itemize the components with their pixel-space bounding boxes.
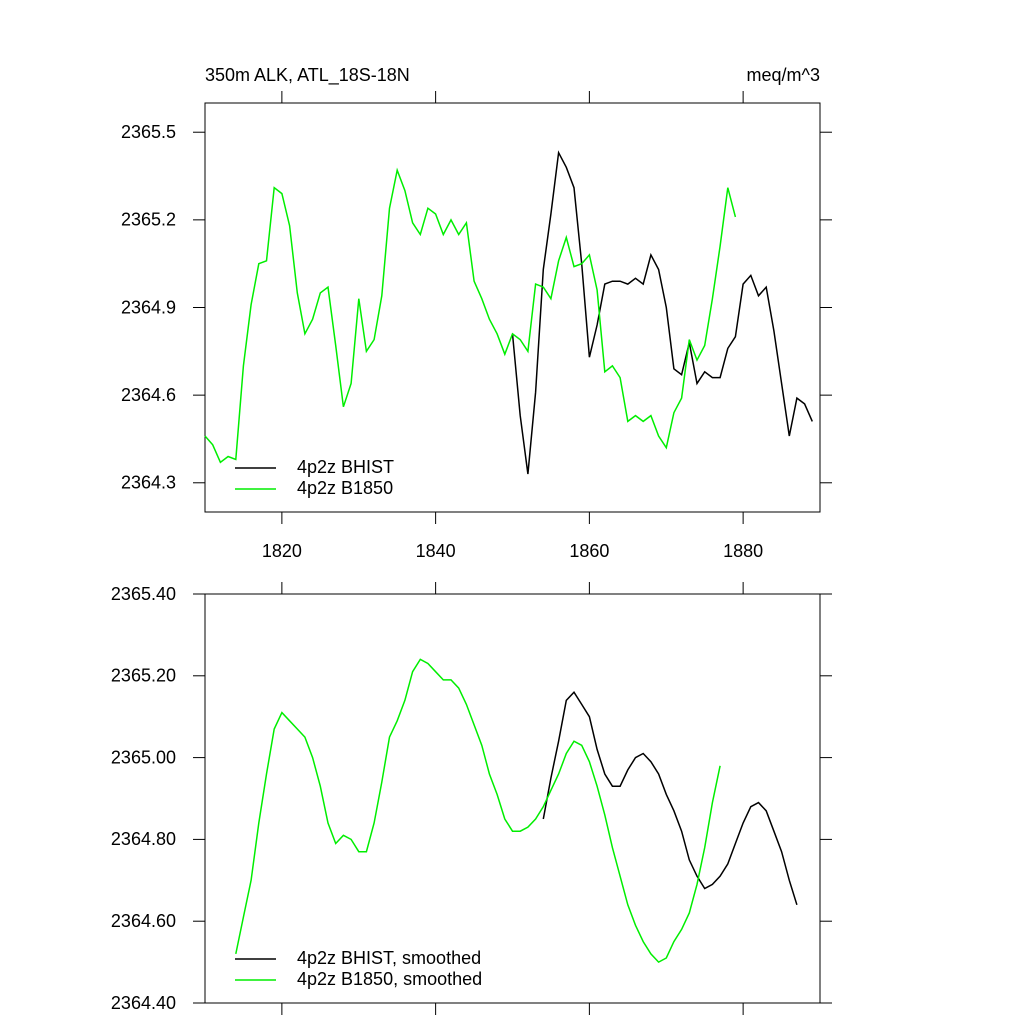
- x-tick-label: 1880: [723, 541, 763, 561]
- legend-label: 4p2z B1850: [297, 478, 393, 498]
- units-label: meq/m^3: [747, 65, 820, 85]
- y-tick-label: 2365.00: [111, 747, 176, 767]
- series-line: [204, 167, 737, 464]
- y-tick-label: 2365.20: [111, 666, 176, 686]
- plot-frame: [204, 593, 821, 1004]
- series-line: [542, 690, 798, 906]
- legend-label: 4p2z BHIST, smoothed: [297, 948, 481, 968]
- x-tick-label: 1840: [416, 541, 456, 561]
- y-tick-label: 2365.5: [121, 122, 176, 142]
- series-line: [511, 150, 813, 475]
- y-tick-label: 2364.3: [121, 473, 176, 493]
- series-line: [235, 658, 721, 964]
- plot-frame: [204, 102, 821, 513]
- x-tick-label: 1860: [569, 541, 609, 561]
- y-tick-label: 2364.60: [111, 911, 176, 931]
- legend-label: 4p2z B1850, smoothed: [297, 969, 482, 989]
- y-tick-label: 2365.40: [111, 584, 176, 604]
- y-tick-label: 2364.9: [121, 297, 176, 317]
- legend-label: 4p2z BHIST: [297, 457, 394, 477]
- y-tick-label: 2364.6: [121, 385, 176, 405]
- y-tick-label: 2364.80: [111, 829, 176, 849]
- y-tick-label: 2364.40: [111, 993, 176, 1013]
- y-tick-label: 2365.2: [121, 210, 176, 230]
- chart-title: 350m ALK, ATL_18S-18N: [205, 65, 410, 86]
- x-tick-label: 1820: [262, 541, 302, 561]
